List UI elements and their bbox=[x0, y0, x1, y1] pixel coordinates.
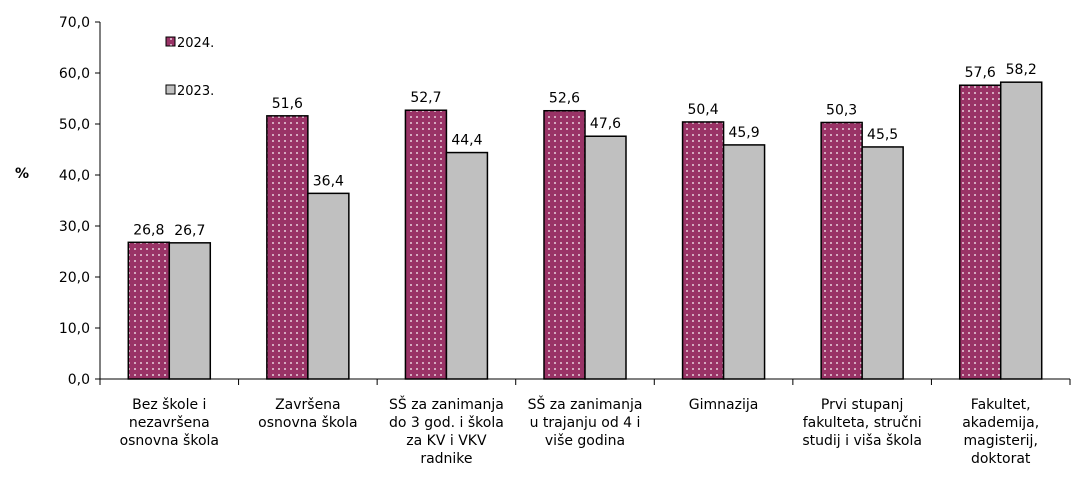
value-label: 45,5 bbox=[867, 127, 898, 143]
bar bbox=[681, 121, 725, 380]
value-label: 52,7 bbox=[410, 90, 441, 106]
value-label: 50,4 bbox=[687, 102, 718, 118]
y-tick-label: 40,0 bbox=[59, 168, 90, 184]
bar bbox=[861, 146, 904, 380]
y-tick-label: 20,0 bbox=[59, 270, 90, 286]
value-label: 58,2 bbox=[1006, 62, 1037, 78]
x-tick-label: Završena osnovna škola bbox=[258, 397, 357, 431]
bar bbox=[127, 241, 171, 380]
value-label: 36,4 bbox=[313, 173, 344, 189]
y-tick-label: 0,0 bbox=[68, 372, 90, 388]
x-tick-label: Fakultet, akademija, magisterij, doktorat bbox=[962, 397, 1039, 467]
y-tick-label: 30,0 bbox=[59, 219, 90, 235]
value-label: 26,7 bbox=[174, 223, 205, 239]
x-tick-label: SŠ za zanimanja do 3 god. i škola za KV i … bbox=[389, 395, 504, 467]
bar bbox=[543, 109, 586, 380]
bar bbox=[820, 121, 863, 380]
x-tick-label: Gimnazija bbox=[689, 397, 759, 413]
legend-label: 2024. bbox=[177, 36, 214, 51]
y-tick-label: 10,0 bbox=[59, 321, 90, 337]
bar bbox=[266, 115, 309, 380]
y-axis-label: % bbox=[15, 166, 29, 182]
value-label: 50,3 bbox=[826, 102, 857, 118]
value-label: 52,6 bbox=[549, 91, 580, 107]
value-label: 44,4 bbox=[451, 133, 482, 149]
bar bbox=[999, 81, 1043, 380]
bar bbox=[584, 135, 627, 380]
x-tick-label: Bez škole i nezavršena osnovna škola bbox=[120, 397, 219, 449]
value-label: 26,8 bbox=[133, 222, 164, 238]
bar bbox=[307, 192, 350, 380]
bar bbox=[445, 151, 489, 380]
legend-swatch bbox=[165, 84, 176, 95]
y-tick-label: 50,0 bbox=[59, 117, 90, 133]
value-label: 51,6 bbox=[272, 96, 303, 112]
bar bbox=[404, 109, 448, 380]
legend-label: 2023. bbox=[177, 84, 214, 99]
x-tick-label: SŠ za zanimanja u trajanju od 4 i više god… bbox=[528, 395, 643, 449]
bar bbox=[958, 84, 1002, 380]
legend-swatch bbox=[165, 36, 176, 47]
x-tick-label: Prvi stupanj fakulteta, stručni studij i v… bbox=[802, 397, 922, 449]
value-label: 45,9 bbox=[728, 125, 759, 141]
value-label: 57,6 bbox=[965, 65, 996, 81]
bar bbox=[722, 144, 766, 380]
bar bbox=[168, 242, 212, 380]
y-tick-label: 60,0 bbox=[59, 66, 90, 82]
y-tick-label: 70,0 bbox=[59, 15, 90, 31]
value-label: 47,6 bbox=[590, 116, 621, 132]
